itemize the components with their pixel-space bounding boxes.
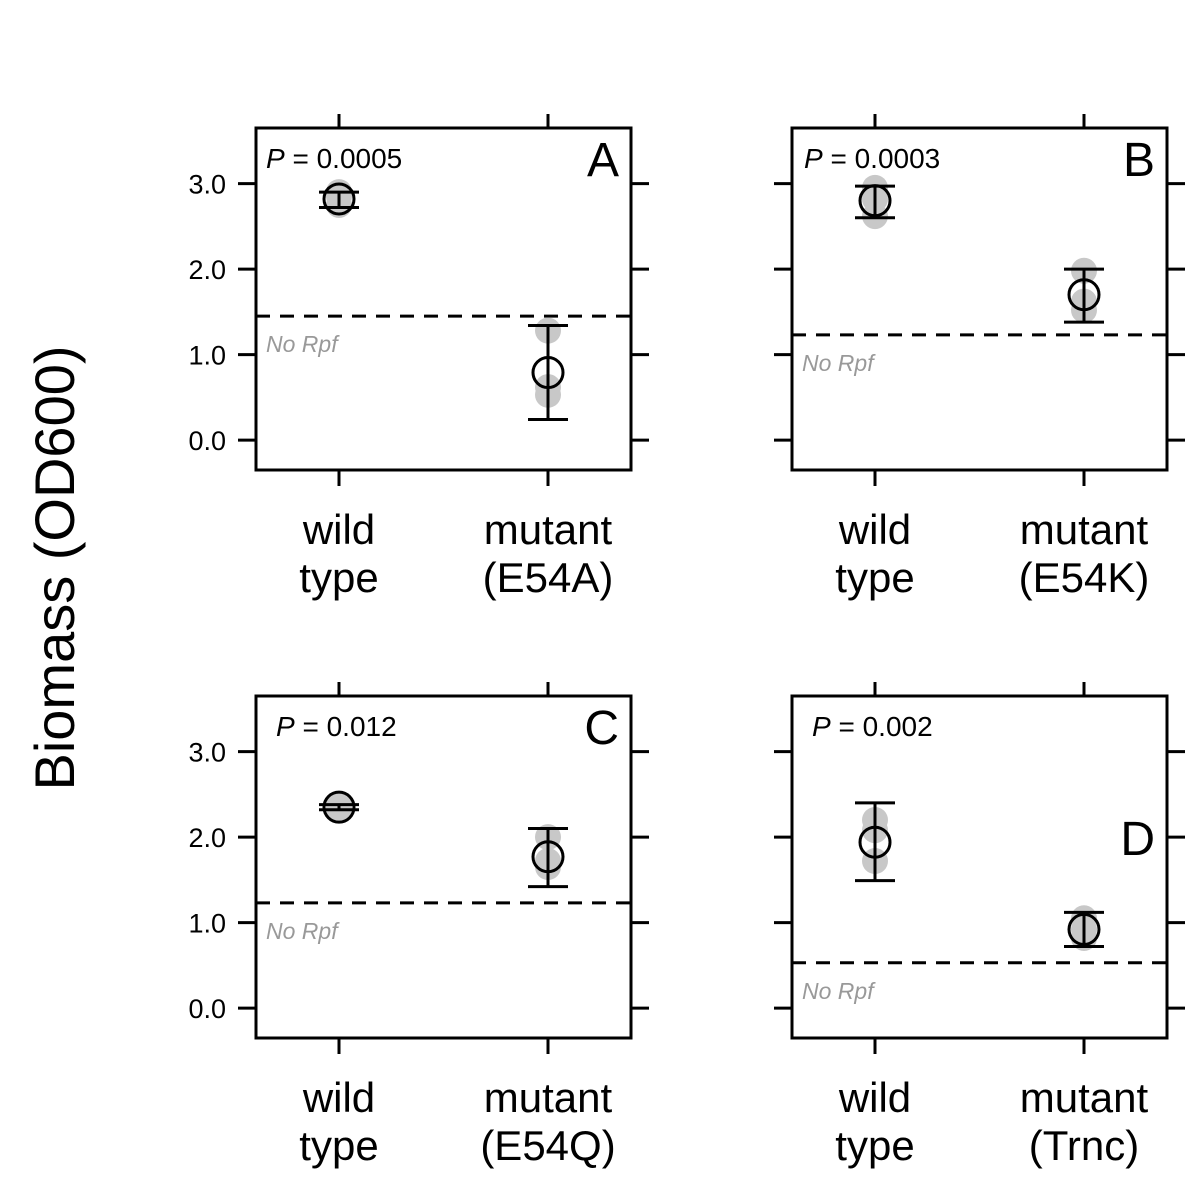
mean-marker (322, 790, 356, 824)
mean-marker (531, 840, 565, 874)
panel-frame (790, 694, 1169, 1040)
category-1 (1064, 257, 1104, 324)
p-label: P (276, 711, 295, 742)
p-value: = 0.012 (295, 711, 397, 742)
mean-marker (531, 356, 565, 390)
x-tick-label-line1: mutant (1020, 506, 1149, 553)
no-rpf-label: No Rpf (802, 978, 876, 1004)
no-rpf-label: No Rpf (802, 350, 876, 376)
category-0 (319, 790, 359, 824)
y-tick-label: 2.0 (188, 255, 226, 285)
y-tick-label: 3.0 (188, 170, 226, 200)
x-tick-label-line2: type (299, 1122, 378, 1169)
p-value-annotation: P = 0.012 (276, 711, 397, 742)
x-tick-label-line1: wild (302, 506, 375, 553)
p-value: = 0.0003 (823, 143, 941, 174)
no-rpf-label: No Rpf (266, 918, 340, 944)
x-tick-label-line2: (Trnc) (1029, 1122, 1139, 1169)
p-label: P (812, 711, 831, 742)
p-value-annotation: P = 0.0005 (266, 143, 402, 174)
y-tick-label: 2.0 (188, 823, 226, 853)
x-tick-label-line2: (E54Q) (480, 1122, 615, 1169)
y-tick-label: 0.0 (188, 426, 226, 456)
x-tick-label-line1: mutant (484, 1074, 613, 1121)
x-tick-label-line2: type (835, 1122, 914, 1169)
p-value-annotation: P = 0.002 (812, 711, 933, 742)
y-axis-label: Biomass (OD600) (23, 345, 86, 790)
panel-frame (254, 126, 633, 472)
mean-marker (1067, 912, 1101, 946)
p-value: = 0.002 (831, 711, 933, 742)
mean-marker (322, 182, 356, 216)
p-label: P (266, 143, 285, 174)
category-0 (319, 179, 359, 218)
panel-letter: C (584, 702, 619, 755)
y-tick-label: 1.0 (188, 341, 226, 371)
panel-frame (790, 126, 1169, 472)
x-tick-label-line1: mutant (1020, 1074, 1149, 1121)
panel-letter: D (1120, 813, 1155, 866)
no-rpf-label: No Rpf (266, 331, 340, 357)
mean-marker (858, 184, 892, 218)
mean-marker (858, 825, 892, 859)
panel-letter: A (587, 134, 619, 187)
x-tick-label-line2: (E54K) (1019, 554, 1150, 601)
x-tick-label-line1: wild (838, 1074, 911, 1121)
p-value-annotation: P = 0.0003 (804, 143, 940, 174)
x-tick-label-line2: type (299, 554, 378, 601)
x-tick-label-line1: wild (838, 506, 911, 553)
x-tick-label-line1: mutant (484, 506, 613, 553)
p-value: = 0.0005 (285, 143, 403, 174)
panel-frame (254, 694, 633, 1040)
category-0 (855, 174, 895, 230)
mean-marker (1067, 278, 1101, 312)
x-tick-label-line1: wild (302, 1074, 375, 1121)
p-label: P (804, 143, 823, 174)
x-tick-label-line2: (E54A) (483, 554, 614, 601)
x-tick-label-line2: type (835, 554, 914, 601)
category-1 (1064, 905, 1104, 951)
category-1 (528, 824, 568, 889)
y-tick-label: 0.0 (188, 994, 226, 1024)
panel-letter: B (1123, 134, 1155, 187)
panels: 0.01.02.03.0No Rpfwildtypemutant(E54A)AP… (188, 114, 1185, 1169)
y-tick-label: 3.0 (188, 738, 226, 768)
category-0 (855, 801, 895, 883)
category-1 (528, 317, 568, 422)
y-tick-label: 1.0 (188, 909, 226, 939)
